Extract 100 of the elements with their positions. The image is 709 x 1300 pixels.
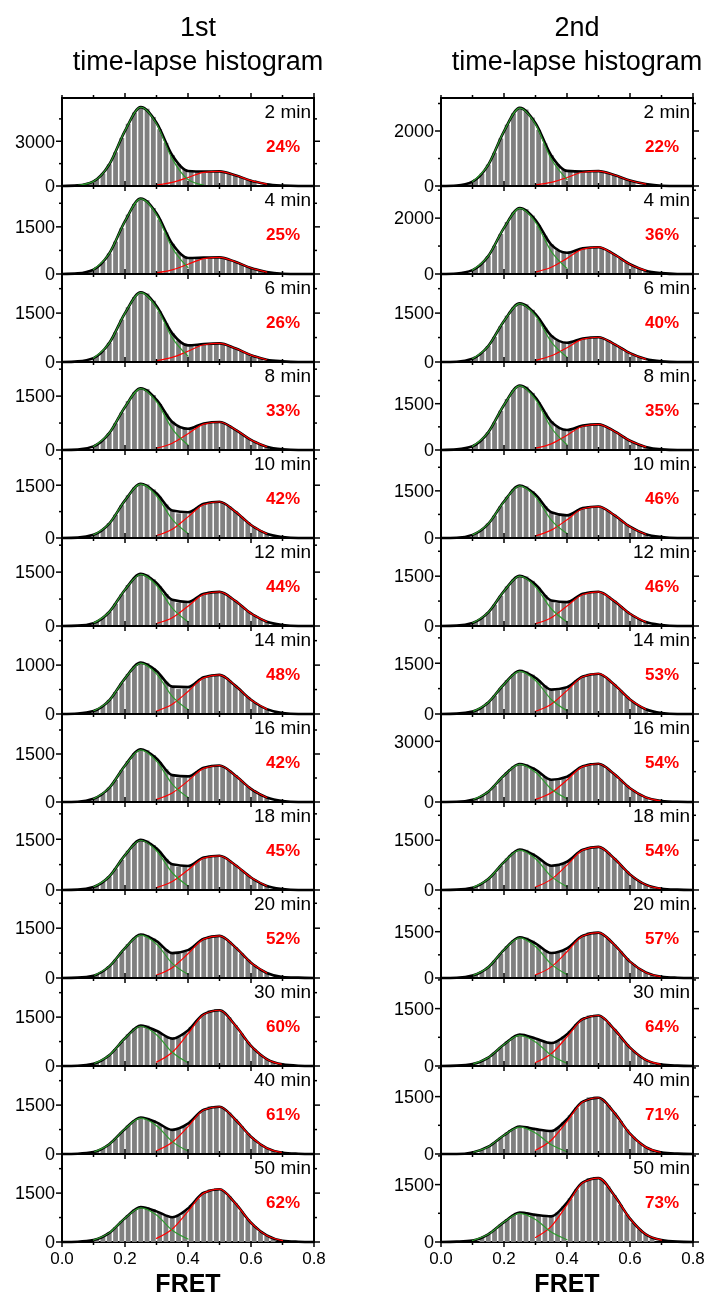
annotation: 57% xyxy=(644,929,679,948)
annotation: 73% xyxy=(644,1193,679,1212)
y-tick-label: 1500 xyxy=(393,481,434,502)
x-tick-label: 0.4 xyxy=(176,1249,200,1268)
x-tick-label: 0.4 xyxy=(555,1249,579,1268)
annotation: 52% xyxy=(265,929,300,948)
annotation: 61% xyxy=(265,1105,300,1124)
y-tick-label: 1500 xyxy=(14,562,55,583)
annotation: 60% xyxy=(265,1017,300,1036)
x-tick-label: 0.6 xyxy=(239,1249,263,1268)
y-tick-label: 0 xyxy=(423,616,434,637)
annotation: 26% xyxy=(265,313,300,332)
y-tick-label: 2000 xyxy=(393,208,434,229)
annotation: 8 min xyxy=(643,365,690,386)
x-tick-label: 0.8 xyxy=(681,1249,705,1268)
x-tick-label: 0.2 xyxy=(492,1249,516,1268)
annotation: 22% xyxy=(644,137,679,156)
annotation: 25% xyxy=(265,225,300,244)
annotation: 36% xyxy=(644,225,679,244)
annotation: 2 min xyxy=(643,101,690,122)
annotation: 20 min xyxy=(253,893,311,914)
y-tick-label: 0 xyxy=(44,1144,55,1165)
annotation: 14 min xyxy=(632,629,690,650)
y-tick-label: 1500 xyxy=(393,998,434,1019)
y-tick-label: 0 xyxy=(423,1144,434,1165)
y-tick-label: 1500 xyxy=(14,217,55,238)
y-tick-label: 1500 xyxy=(393,1086,434,1107)
annotation: 30 min xyxy=(253,981,311,1002)
y-tick-label: 1500 xyxy=(14,829,55,850)
x-tick-label: 0.6 xyxy=(618,1249,642,1268)
y-tick-label: 0 xyxy=(423,352,434,373)
annotation: 8 min xyxy=(264,365,311,386)
y-tick-label: 1500 xyxy=(393,921,434,942)
y-tick-label: 0 xyxy=(423,704,434,725)
annotation: 54% xyxy=(644,753,679,772)
y-tick-label: 0 xyxy=(423,792,434,813)
annotation: 4 min xyxy=(264,189,311,210)
y-tick-label: 0 xyxy=(423,968,434,989)
annotation: 16 min xyxy=(632,717,690,738)
y-tick-label: 0 xyxy=(44,176,55,197)
annotation: 24% xyxy=(265,137,300,156)
annotation: 18 min xyxy=(253,805,311,826)
x-axis-title: FRET xyxy=(534,1269,600,1297)
annotation: 46% xyxy=(644,489,679,508)
y-tick-label: 1500 xyxy=(14,1007,55,1028)
y-tick-label: 1500 xyxy=(14,1095,55,1116)
annotation: 46% xyxy=(644,577,679,596)
chart-title: 1st time-lapse histogram xyxy=(72,12,324,76)
y-tick-label: 0 xyxy=(44,352,55,373)
y-tick-label: 1500 xyxy=(14,303,55,324)
annotation: 54% xyxy=(644,841,679,860)
annotation: 18 min xyxy=(632,805,690,826)
annotation: 42% xyxy=(265,489,300,508)
y-tick-label: 1500 xyxy=(393,393,434,414)
annotation: 16 min xyxy=(253,717,311,738)
y-tick-label: 0 xyxy=(44,968,55,989)
annotation: 10 min xyxy=(253,453,311,474)
annotation: 20 min xyxy=(632,893,690,914)
x-axis-title: FRET xyxy=(155,1269,221,1297)
y-tick-label: 1500 xyxy=(14,744,55,765)
annotation: 30 min xyxy=(632,981,690,1002)
y-tick-label: 1500 xyxy=(393,653,434,674)
annotation: 12 min xyxy=(632,541,690,562)
y-tick-label: 0 xyxy=(44,880,55,901)
y-tick-label: 0 xyxy=(423,528,434,549)
y-tick-label: 1500 xyxy=(393,1174,434,1195)
annotation: 35% xyxy=(644,401,679,420)
annotation: 10 min xyxy=(632,453,690,474)
y-tick-label: 0 xyxy=(423,440,434,461)
annotation: 14 min xyxy=(253,629,311,650)
y-tick-label: 1500 xyxy=(393,303,434,324)
y-tick-label: 0 xyxy=(44,792,55,813)
annotation: 64% xyxy=(644,1017,679,1036)
y-tick-label: 0 xyxy=(44,264,55,285)
y-tick-label: 1000 xyxy=(14,655,55,676)
y-tick-label: 1500 xyxy=(14,1183,55,1204)
annotation: 6 min xyxy=(264,277,311,298)
annotation: 50 min xyxy=(632,1157,690,1178)
annotation: 44% xyxy=(265,577,300,596)
y-tick-label: 0 xyxy=(44,440,55,461)
y-tick-label: 0 xyxy=(423,264,434,285)
annotation: 40 min xyxy=(253,1069,311,1090)
y-tick-label: 0 xyxy=(423,176,434,197)
x-tick-label: 0.2 xyxy=(113,1249,137,1268)
annotation: 53% xyxy=(644,665,679,684)
y-tick-label: 0 xyxy=(44,704,55,725)
annotation: 2 min xyxy=(264,101,311,122)
annotation: 42% xyxy=(265,753,300,772)
chart-title: 2nd time-lapse histogram xyxy=(451,12,703,76)
annotation: 12 min xyxy=(253,541,311,562)
y-tick-label: 0 xyxy=(423,880,434,901)
annotation: 71% xyxy=(644,1105,679,1124)
y-tick-label: 1500 xyxy=(14,475,55,496)
y-tick-label: 0 xyxy=(44,528,55,549)
annotation: 33% xyxy=(265,401,300,420)
annotation: 40% xyxy=(644,313,679,332)
x-tick-label: 0.8 xyxy=(302,1249,326,1268)
y-tick-label: 2000 xyxy=(393,121,434,142)
y-tick-label: 1500 xyxy=(14,918,55,939)
y-tick-label: 3000 xyxy=(14,131,55,152)
